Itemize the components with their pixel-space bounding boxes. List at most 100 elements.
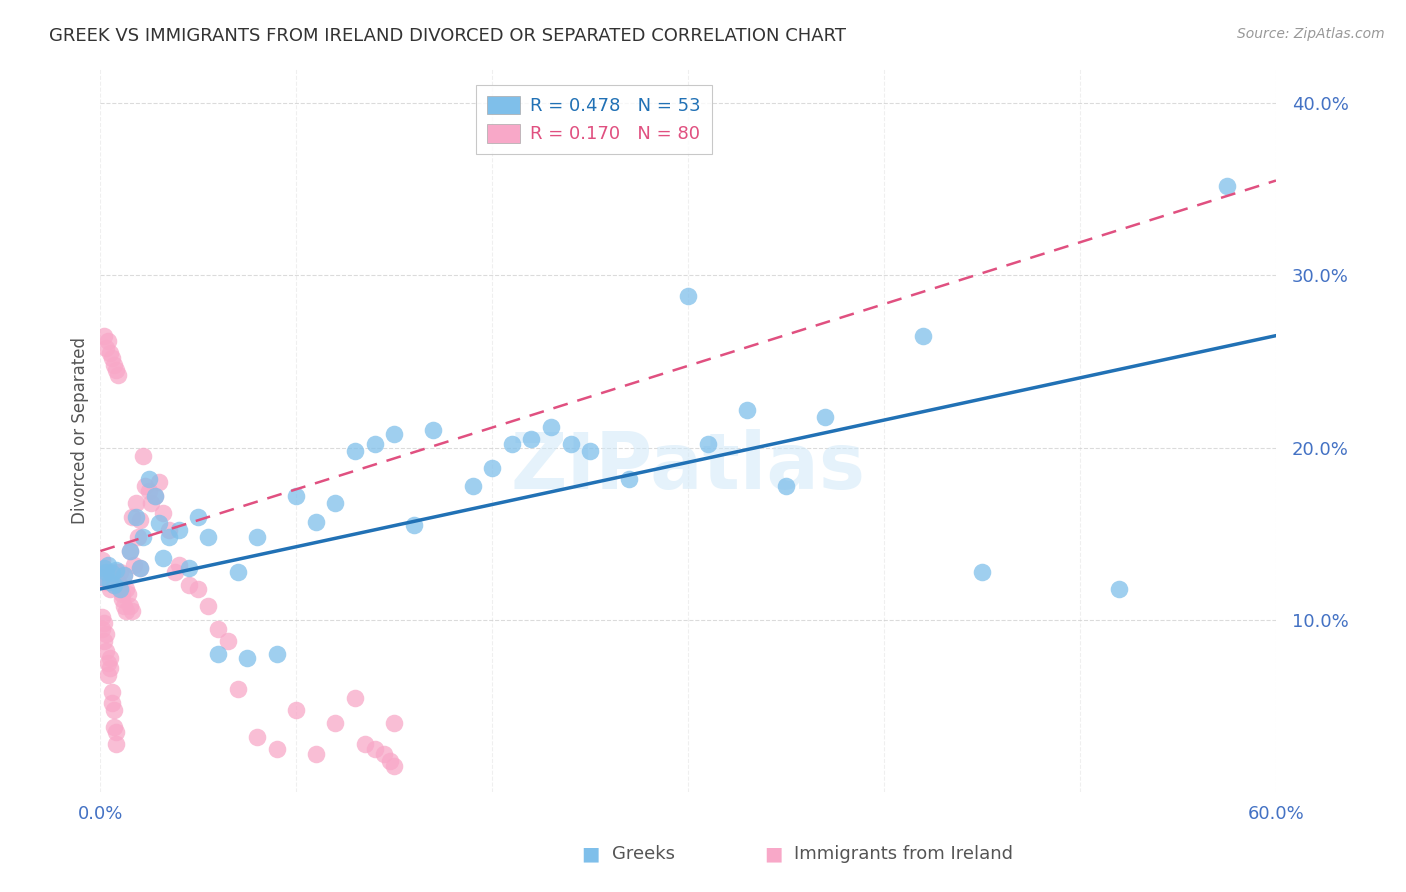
Point: [108, 582, 131, 596]
Point: [91, 622, 114, 636]
Text: Source: ZipAtlas.com: Source: ZipAtlas.com: [1237, 27, 1385, 41]
Point: [363, 742, 385, 756]
Point: [501, 437, 523, 451]
Point: [101, 566, 124, 581]
Point: [132, 530, 155, 544]
Point: [481, 461, 503, 475]
Y-axis label: Divorced or Separated: Divorced or Separated: [72, 337, 89, 524]
Point: [305, 747, 328, 762]
Text: ■: ■: [581, 845, 600, 863]
Point: [101, 351, 124, 365]
Text: GREEK VS IMMIGRANTS FROM IRELAND DIVORCED OR SEPARATED CORRELATION CHART: GREEK VS IMMIGRANTS FROM IRELAND DIVORCE…: [49, 27, 846, 45]
Point: [97, 656, 120, 670]
Point: [97, 334, 120, 348]
Point: [128, 513, 150, 527]
Point: [101, 696, 124, 710]
Point: [111, 592, 134, 607]
Point: [138, 483, 160, 498]
Point: [96, 575, 118, 590]
Point: [105, 737, 128, 751]
Point: [152, 506, 174, 520]
Point: [266, 648, 288, 662]
Point: [105, 725, 128, 739]
Point: [121, 509, 143, 524]
Point: [127, 530, 149, 544]
Point: [103, 358, 125, 372]
Point: [107, 575, 129, 590]
Point: [97, 668, 120, 682]
Point: [540, 420, 562, 434]
Point: [354, 737, 377, 751]
Point: [380, 754, 402, 768]
Point: [118, 544, 141, 558]
Point: [285, 489, 308, 503]
Text: Immigrants from Ireland: Immigrants from Ireland: [794, 846, 1014, 863]
Point: [402, 518, 425, 533]
Point: [236, 651, 259, 665]
Point: [97, 565, 120, 579]
Point: [305, 515, 328, 529]
Point: [103, 720, 125, 734]
Point: [122, 558, 145, 572]
Point: [197, 530, 219, 544]
Point: [96, 644, 118, 658]
Point: [138, 472, 160, 486]
Point: [1108, 582, 1130, 596]
Point: [167, 524, 190, 538]
Text: Greeks: Greeks: [612, 846, 675, 863]
Point: [187, 509, 209, 524]
Point: [118, 599, 141, 614]
Point: [114, 604, 136, 618]
Point: [382, 759, 405, 773]
Point: [128, 561, 150, 575]
Point: [124, 496, 146, 510]
Point: [98, 651, 121, 665]
Point: [93, 616, 115, 631]
Point: [98, 661, 121, 675]
Point: [325, 496, 347, 510]
Point: [373, 747, 395, 762]
Point: [148, 516, 170, 531]
Point: [382, 426, 405, 441]
Point: [141, 496, 163, 510]
Point: [696, 437, 718, 451]
Point: [266, 742, 288, 756]
Point: [775, 478, 797, 492]
Point: [152, 550, 174, 565]
Point: [118, 544, 141, 558]
Point: [93, 328, 115, 343]
Point: [108, 582, 131, 596]
Point: [461, 478, 484, 492]
Point: [98, 575, 121, 590]
Point: [217, 633, 239, 648]
Point: [912, 328, 935, 343]
Point: [1216, 178, 1239, 193]
Point: [163, 565, 186, 579]
Point: [107, 368, 129, 383]
Point: [103, 702, 125, 716]
Point: [422, 424, 444, 438]
Point: [520, 432, 543, 446]
Point: [325, 716, 347, 731]
Point: [112, 568, 135, 582]
Point: [105, 563, 128, 577]
Point: [143, 489, 166, 503]
Point: [93, 561, 115, 575]
Point: [103, 578, 125, 592]
Point: [121, 604, 143, 618]
Point: [157, 524, 180, 538]
Point: [128, 561, 150, 575]
Point: [207, 648, 229, 662]
Point: [167, 558, 190, 572]
Point: [93, 565, 115, 579]
Point: [91, 609, 114, 624]
Point: [676, 289, 699, 303]
Point: [96, 565, 118, 579]
Point: [246, 730, 269, 744]
Point: [970, 565, 993, 579]
Point: [101, 566, 124, 581]
Point: [91, 552, 114, 566]
Point: [112, 599, 135, 614]
Point: [105, 363, 128, 377]
Point: [111, 587, 134, 601]
